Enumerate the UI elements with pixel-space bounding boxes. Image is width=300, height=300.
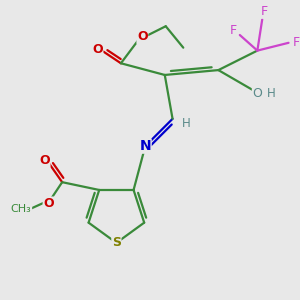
Text: F: F: [230, 24, 237, 37]
Text: H: H: [182, 117, 190, 130]
Text: N: N: [140, 139, 151, 153]
Text: O: O: [43, 197, 54, 210]
Text: CH₃: CH₃: [11, 205, 32, 214]
Text: F: F: [261, 5, 268, 18]
Text: S: S: [112, 236, 121, 249]
Text: O: O: [252, 87, 262, 100]
Text: O: O: [39, 154, 50, 167]
Text: O: O: [92, 43, 103, 56]
Text: O: O: [137, 31, 148, 44]
Text: F: F: [293, 36, 300, 49]
Text: H: H: [267, 87, 275, 100]
